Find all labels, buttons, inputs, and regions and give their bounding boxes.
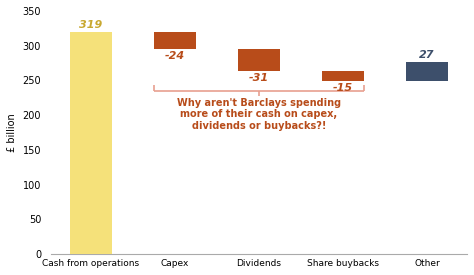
- Bar: [154, 32, 196, 49]
- Text: 319: 319: [79, 20, 102, 31]
- Text: -15: -15: [333, 83, 353, 93]
- Text: -31: -31: [249, 73, 269, 83]
- Bar: [406, 62, 448, 81]
- Text: -24: -24: [165, 51, 185, 61]
- Bar: [322, 71, 364, 81]
- Bar: [70, 32, 112, 254]
- Text: Why aren't Barclays spending
more of their cash on capex,
dividends or buybacks?: Why aren't Barclays spending more of the…: [177, 98, 341, 131]
- Bar: [238, 49, 280, 71]
- Y-axis label: £ billion: £ billion: [7, 113, 17, 152]
- Text: 27: 27: [419, 50, 435, 60]
